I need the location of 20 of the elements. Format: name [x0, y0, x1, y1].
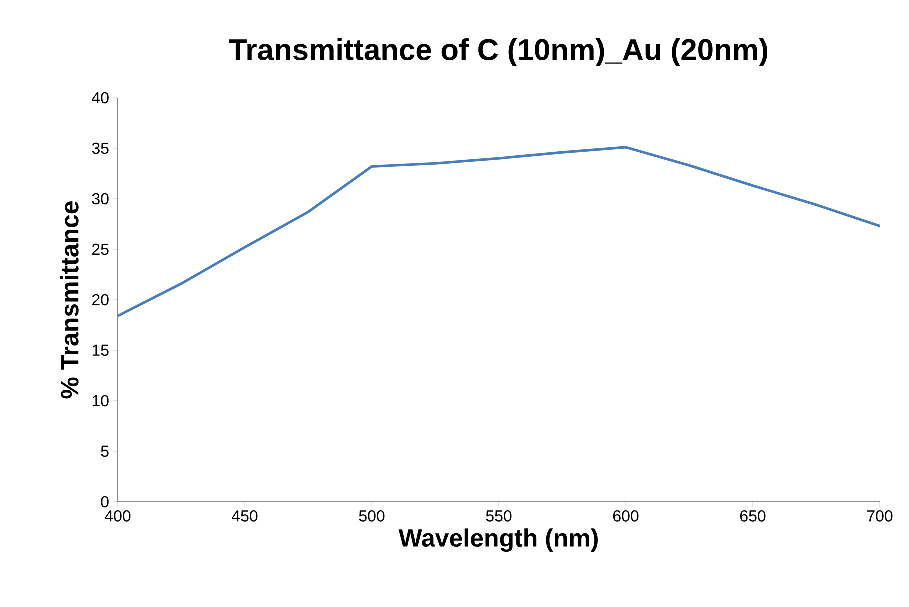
y-tick-label: 5	[101, 446, 109, 458]
line-series	[118, 146, 880, 318]
y-axis-title: % Transmittance	[60, 202, 79, 399]
y-tick-label: 35	[92, 142, 109, 154]
x-tick-label: 700	[867, 510, 893, 522]
x-tick-label: 400	[105, 510, 131, 522]
y-tick-label: 10	[92, 395, 109, 407]
x-axis-title: Wavelength (nm)	[398, 528, 598, 552]
y-tick-label: 25	[92, 244, 109, 256]
y-tick-label: 30	[92, 193, 109, 205]
chart-title: Transmittance of C (10nm)_Au (20nm)	[229, 38, 768, 66]
y-tick-label: 0	[101, 496, 109, 508]
x-tick-label: 450	[232, 510, 258, 522]
x-tick-label: 650	[740, 510, 766, 522]
x-tick-label: 600	[613, 510, 639, 522]
x-tick-label: 500	[359, 510, 385, 522]
y-tick-label: 40	[92, 92, 109, 104]
y-tick-label: 15	[92, 344, 109, 356]
y-tick-label: 20	[92, 294, 109, 306]
x-tick-label: 550	[486, 510, 512, 522]
